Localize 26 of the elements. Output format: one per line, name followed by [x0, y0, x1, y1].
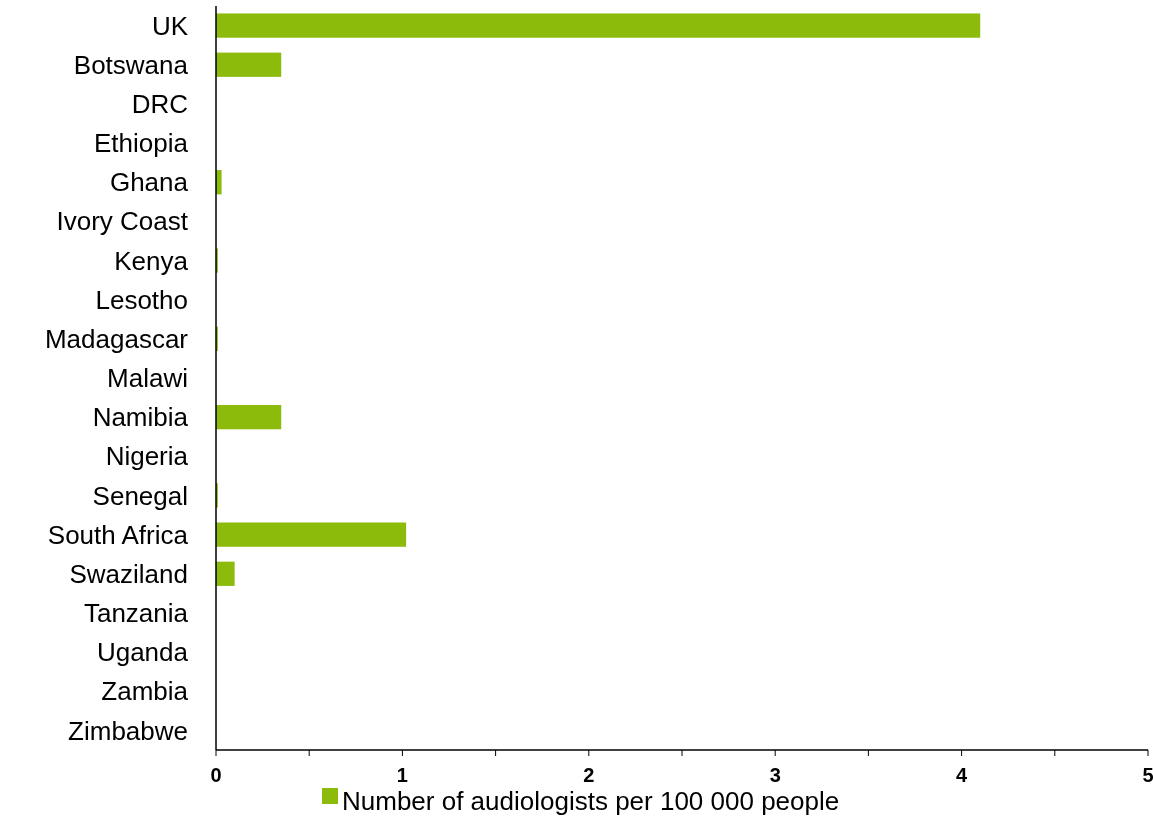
y-tick-label: Ethiopia — [94, 128, 189, 159]
x-tick-label: 1 — [396, 764, 408, 786]
y-tick-label: Swaziland — [69, 558, 188, 589]
y-tick-label: Lesotho — [95, 284, 188, 315]
x-tick-label: 3 — [769, 764, 781, 786]
x-tick-label: 0 — [210, 764, 222, 786]
y-tick-label: South Africa — [47, 519, 189, 550]
y-tick-label: Madagascar — [44, 323, 189, 354]
y-tick-label: UK — [151, 10, 189, 41]
y-tick-label: Ghana — [109, 167, 189, 198]
x-tick-label: 4 — [956, 764, 969, 786]
legend-label: Number of audiologists per 100 000 people — [342, 786, 840, 817]
y-tick-label: Malawi — [107, 363, 188, 394]
y-tick-label: Uganda — [96, 637, 189, 668]
x-tick-label: 5 — [1142, 764, 1153, 786]
y-tick-label: Botswana — [73, 49, 189, 80]
y-tick-label: Zimbabwe — [68, 715, 188, 746]
x-tick-label: 2 — [583, 764, 595, 786]
y-tick-label: Tanzania — [83, 598, 189, 629]
y-tick-label: DRC — [131, 88, 188, 119]
y-tick-label: Senegal — [92, 480, 188, 511]
y-tick-label: Kenya — [114, 245, 189, 276]
y-tick-label: Namibia — [92, 402, 189, 433]
y-tick-label: Zambia — [101, 676, 189, 707]
y-tick-label: Nigeria — [105, 441, 189, 472]
y-tick-label: Ivory Coast — [56, 206, 189, 237]
